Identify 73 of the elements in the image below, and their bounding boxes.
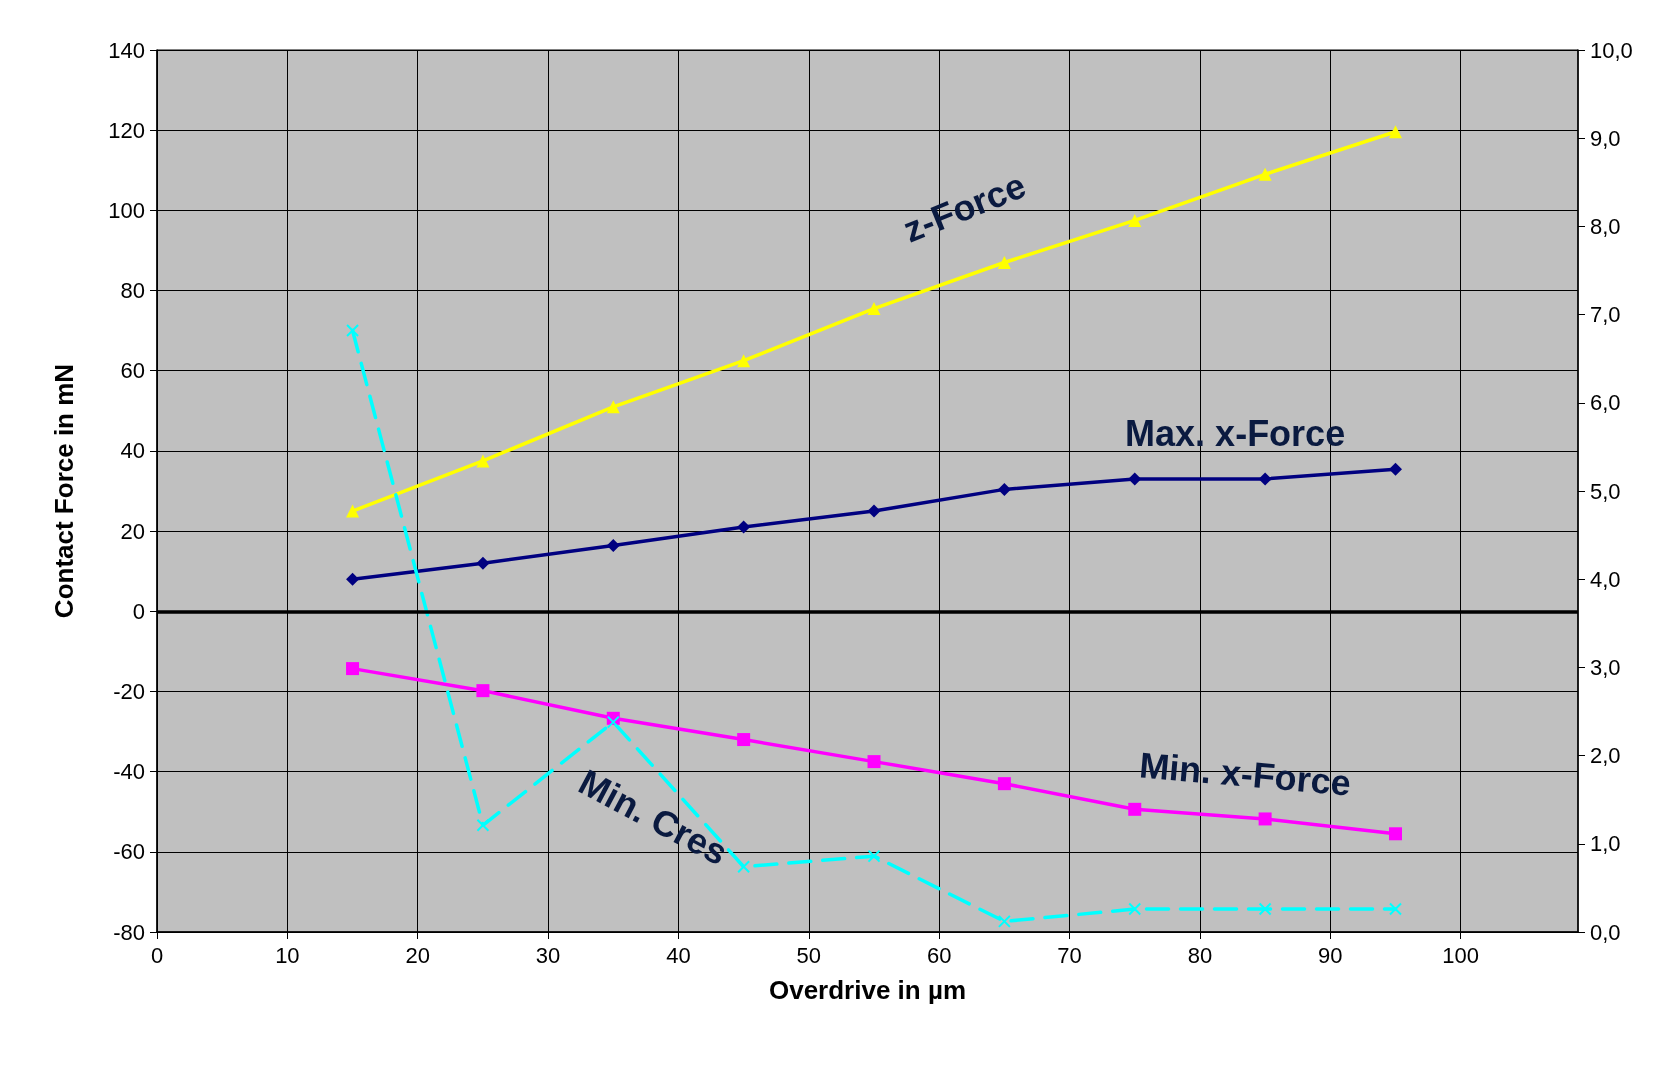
point (606, 539, 620, 553)
y2-tick-label: 2,0 (1590, 743, 1621, 769)
y-tick-label: 80 (120, 278, 145, 304)
x-tick-label: 20 (405, 942, 430, 968)
point (346, 323, 360, 337)
point (737, 860, 751, 874)
point (867, 302, 881, 316)
y2-tick-label: 3,0 (1590, 654, 1621, 680)
point (867, 504, 881, 518)
y-tick-label: 140 (108, 37, 145, 63)
y2-tick-label: 8,0 (1590, 213, 1621, 239)
y2-tick-label: 7,0 (1590, 302, 1621, 328)
point (1258, 812, 1272, 826)
point (476, 556, 490, 570)
y2-tick-label: 10,0 (1590, 37, 1633, 63)
y2-tick-label: 1,0 (1590, 831, 1621, 857)
y-tick-label: 40 (120, 438, 145, 464)
point (1128, 802, 1142, 816)
x-tick-label: 90 (1318, 942, 1343, 968)
x-axis-title: Overdrive in µm (768, 975, 967, 1005)
point (606, 400, 620, 414)
x-tick-label: 10 (275, 942, 300, 968)
y-tick-label: -20 (113, 678, 145, 704)
point (737, 733, 751, 747)
y-tick-label: -80 (113, 919, 145, 945)
point (737, 354, 751, 368)
point (1258, 902, 1272, 916)
point (346, 504, 360, 518)
point (1128, 902, 1142, 916)
x-tick-label: 70 (1057, 942, 1082, 968)
x-tick-label: 30 (535, 942, 561, 968)
point (1388, 462, 1402, 476)
point (606, 715, 620, 729)
point (1128, 213, 1142, 227)
x-tick-label: 40 (666, 942, 691, 968)
x-tick-label: 0 (150, 942, 164, 968)
point (1258, 167, 1272, 181)
point (867, 849, 881, 863)
series-label: Min. x-Force (1137, 744, 1353, 804)
point (1388, 902, 1402, 916)
y2-tick-label: 0,0 (1590, 919, 1621, 945)
y2-tick-label: 4,0 (1590, 566, 1621, 592)
point (476, 684, 490, 698)
y-tick-label: -60 (113, 839, 145, 865)
y2-tick-label: 9,0 (1590, 125, 1621, 151)
text: Min. Cres (572, 760, 735, 874)
point (997, 482, 1011, 496)
point (346, 662, 360, 676)
point (867, 755, 881, 769)
x-tick-label: 80 (1187, 942, 1213, 968)
y2-tick-label: 6,0 (1590, 390, 1621, 416)
x-tick-label: 100 (1442, 942, 1480, 968)
point (737, 520, 751, 534)
y-tick-label: 100 (108, 197, 145, 223)
y-tick-label: -40 (113, 759, 145, 785)
point (1258, 472, 1272, 486)
x-tick-label: 60 (926, 942, 952, 968)
point (346, 572, 360, 586)
point (997, 914, 1011, 928)
point (476, 818, 490, 832)
x-tick-label: 50 (796, 942, 822, 968)
point (997, 777, 1011, 791)
point (997, 255, 1011, 269)
y-tick-label: 120 (108, 117, 145, 143)
y-tick-label: 20 (120, 518, 145, 544)
y-axis-title: Contact Force in mN (49, 363, 79, 619)
point (1128, 472, 1142, 486)
point (1388, 827, 1402, 841)
y2-tick-label: 5,0 (1590, 478, 1621, 504)
point (476, 454, 490, 468)
point (1388, 125, 1402, 139)
y-tick-label: 60 (120, 358, 145, 384)
y-tick-label: 0 (132, 598, 145, 624)
